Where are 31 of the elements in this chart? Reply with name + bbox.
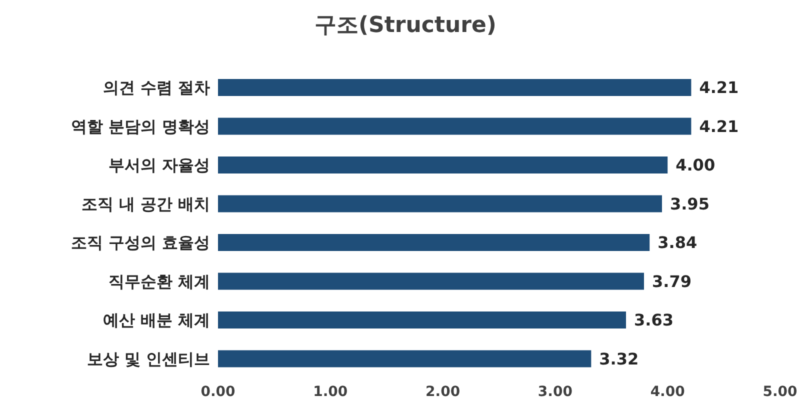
chart-title: 구조(Structure) bbox=[314, 12, 498, 40]
data-label: 4.00 bbox=[676, 156, 716, 175]
y-tick-label: 보상 및 인센티브 bbox=[86, 349, 210, 368]
bar bbox=[218, 350, 592, 368]
bar bbox=[218, 272, 644, 290]
x-tick-label: 2.00 bbox=[426, 384, 460, 400]
y-tick-label: 직무순환 체계 bbox=[108, 272, 210, 291]
y-tick-label: 역할 분담의 명확성 bbox=[70, 116, 210, 136]
x-tick-label: 5.00 bbox=[762, 384, 798, 400]
x-tick-label: 1.00 bbox=[313, 384, 348, 400]
data-label: 3.79 bbox=[652, 272, 692, 291]
bar bbox=[218, 234, 650, 251]
data-label: 3.63 bbox=[634, 310, 674, 330]
bar bbox=[218, 118, 692, 135]
data-label: 3.84 bbox=[658, 233, 698, 252]
y-tick-label: 예산 배분 체계 bbox=[102, 310, 210, 330]
x-tick-label: 0.00 bbox=[200, 384, 236, 400]
x-tick-label: 3.00 bbox=[538, 384, 573, 400]
bar bbox=[218, 195, 662, 212]
x-tick-label: 4.00 bbox=[650, 384, 686, 400]
y-tick-label: 의견 수렴 절차 bbox=[102, 78, 210, 98]
data-label: 4.21 bbox=[699, 78, 739, 98]
y-tick-label: 조직 구성의 효율성 bbox=[70, 233, 210, 252]
data-label: 3.95 bbox=[670, 194, 710, 214]
bar bbox=[218, 156, 668, 174]
bar bbox=[218, 79, 692, 96]
data-label: 3.32 bbox=[599, 349, 639, 368]
y-tick-label: 조직 내 공간 배치 bbox=[81, 194, 210, 214]
bar bbox=[218, 312, 626, 328]
data-label: 4.21 bbox=[699, 116, 739, 136]
y-tick-label: 부서의 자율성 bbox=[108, 156, 210, 175]
